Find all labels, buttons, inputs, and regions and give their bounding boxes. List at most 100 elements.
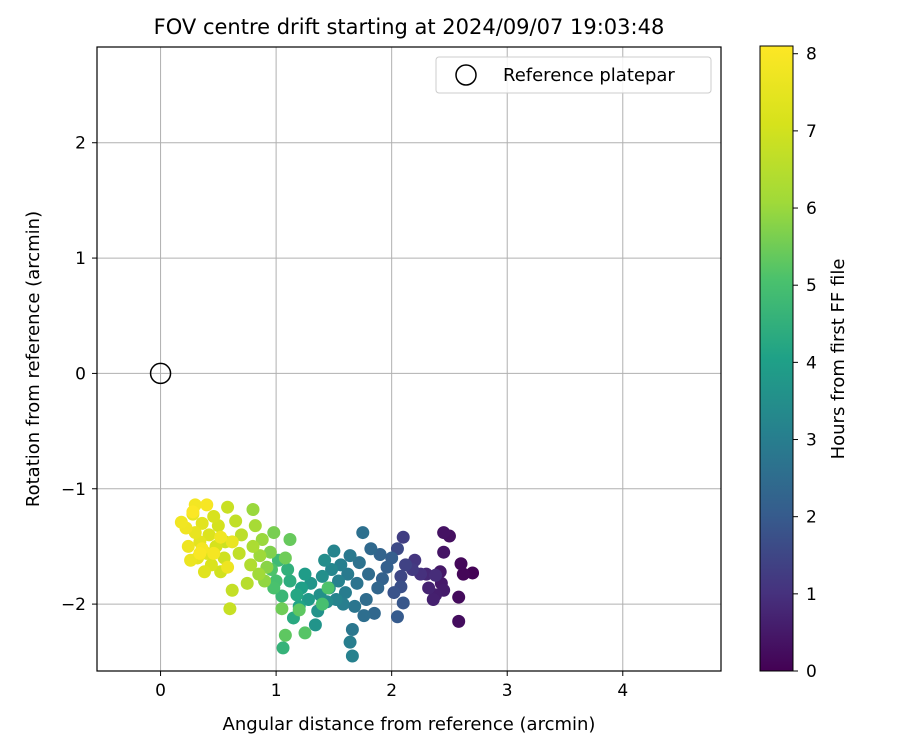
y-tick-label: −2: [61, 595, 86, 615]
data-point: [364, 542, 378, 556]
y-axis-ticks: −2 −1 0 1 2: [61, 134, 97, 615]
data-point: [229, 514, 243, 528]
data-point: [352, 556, 366, 570]
data-point: [380, 560, 394, 574]
data-point: [373, 548, 387, 562]
data-point: [396, 596, 410, 610]
data-point: [343, 635, 357, 649]
data-point: [327, 544, 341, 558]
data-point: [207, 509, 221, 523]
y-tick-label: −1: [61, 480, 86, 500]
data-point: [399, 558, 413, 572]
data-point: [362, 567, 376, 581]
data-point: [308, 618, 322, 632]
data-point: [221, 560, 235, 574]
colorbar-tick-label: 4: [806, 353, 817, 373]
data-point: [350, 576, 364, 590]
colorbar-tick-label: 1: [806, 585, 817, 605]
data-point: [343, 549, 357, 563]
reference-marker-icon: [149, 362, 172, 385]
data-point: [240, 576, 254, 590]
data-point: [387, 586, 401, 600]
plot-frame: [96, 46, 722, 672]
data-point: [221, 500, 235, 514]
data-point: [429, 568, 443, 582]
chart-title: FOV centre drift starting at 2024/09/07 …: [154, 15, 665, 39]
data-point: [246, 503, 260, 517]
data-point: [283, 533, 297, 547]
y-tick-label: 1: [75, 249, 86, 269]
colorbar: 0 1 2 3 4 5 6 7 8 Hours from first FF file: [759, 45, 849, 682]
x-tick-label: 0: [155, 681, 166, 701]
data-point: [252, 567, 266, 581]
data-point: [278, 628, 292, 642]
data-point: [278, 551, 292, 565]
data-point: [341, 567, 355, 581]
data-point: [246, 539, 260, 553]
legend-entry-label: Reference platepar: [503, 65, 675, 86]
data-point: [367, 606, 381, 620]
data-point: [348, 599, 362, 613]
data-point: [301, 592, 315, 606]
data-point: [244, 558, 258, 572]
data-point: [298, 626, 312, 640]
data-point: [456, 567, 470, 581]
data-point: [338, 586, 352, 600]
data-point: [207, 546, 221, 560]
colorbar-tick-label: 2: [806, 508, 817, 528]
data-point: [275, 589, 289, 603]
colorbar-gradient: [759, 45, 794, 672]
data-point: [225, 535, 239, 549]
colorbar-label: Hours from first FF file: [828, 259, 849, 460]
data-point: [452, 590, 466, 604]
data-point: [437, 545, 451, 559]
x-axis-label: Angular distance from reference (arcmin): [223, 714, 596, 735]
data-point: [357, 609, 371, 623]
data-point: [232, 546, 246, 560]
data-point: [248, 519, 262, 533]
data-point: [390, 610, 404, 624]
grid-lines: [97, 47, 721, 671]
data-point: [437, 526, 451, 540]
data-point: [255, 533, 269, 547]
data-point: [426, 592, 440, 606]
data-point: [186, 505, 200, 519]
data-point: [195, 516, 209, 530]
data-point: [184, 553, 198, 567]
data-point: [283, 574, 297, 588]
data-point: [174, 515, 188, 529]
data-point: [315, 597, 329, 611]
data-point: [234, 528, 248, 542]
data-point: [359, 592, 373, 606]
data-point: [197, 565, 211, 579]
data-point: [253, 549, 267, 563]
data-point: [200, 498, 214, 512]
y-axis-label: Rotation from reference (arcmin): [23, 211, 44, 507]
data-point: [371, 581, 385, 595]
x-axis-ticks: 0 1 2 3 4: [155, 671, 628, 701]
y-tick-label: 2: [75, 134, 86, 154]
data-point: [281, 562, 295, 576]
data-point: [394, 569, 408, 583]
legend-marker-icon: [455, 64, 477, 86]
data-point: [193, 546, 207, 560]
colorbar-tick-label: 5: [806, 276, 817, 296]
data-point: [345, 649, 359, 663]
x-tick-label: 1: [271, 681, 282, 701]
data-point: [267, 526, 281, 540]
data-point: [332, 574, 346, 588]
data-point: [454, 557, 468, 571]
data-point: [321, 581, 335, 595]
data-point: [422, 581, 436, 595]
data-point: [290, 588, 304, 602]
colorbar-tick-label: 0: [806, 662, 817, 682]
legend: Reference platepar: [435, 56, 712, 94]
data-point: [325, 562, 339, 576]
legend-box: [435, 56, 712, 94]
x-tick-label: 2: [386, 681, 397, 701]
data-point: [318, 553, 332, 567]
data-point: [315, 569, 329, 583]
data-point: [356, 526, 370, 540]
y-tick-label: 0: [75, 364, 86, 384]
data-point: [276, 641, 290, 655]
